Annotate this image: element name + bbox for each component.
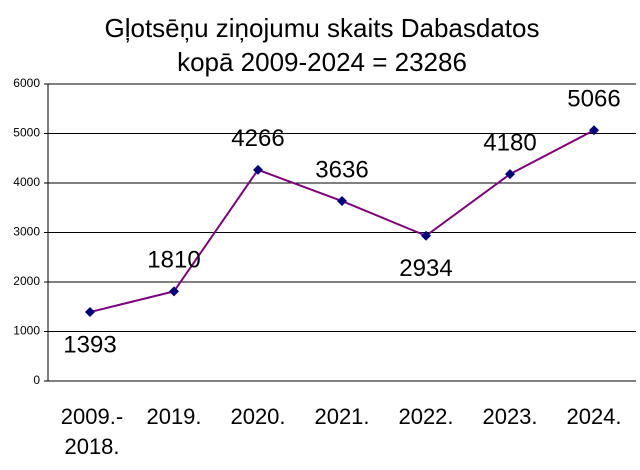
y-tick-label: 0	[33, 373, 40, 387]
marker	[421, 230, 431, 241]
data-label: 3636	[315, 156, 368, 183]
data-label: 1810	[147, 247, 200, 274]
data-label: 5066	[567, 86, 620, 113]
y-tick-label: 3000	[13, 225, 40, 239]
y-tick-label: 4000	[13, 175, 40, 189]
marker	[505, 169, 515, 180]
x-tick-label: 2022.	[398, 404, 454, 429]
marker	[169, 286, 179, 297]
x-tick-label: 2020.	[230, 404, 286, 429]
data-label: 1393	[63, 331, 116, 358]
data-label: 4180	[483, 129, 536, 156]
x-tick-label: 2023.	[482, 404, 538, 429]
y-tick-label: 6000	[13, 76, 40, 90]
chart-subtitle: kopā 2009-2024 = 23286	[177, 47, 467, 77]
y-tick-label: 2000	[13, 274, 40, 288]
marker	[589, 125, 599, 136]
chart-title: Gļotsēņu ziņojumu skaits Dabasdatos	[104, 13, 539, 43]
marker	[85, 307, 95, 318]
x-tick-label: 2009.- 2018.	[60, 404, 124, 459]
marker	[337, 196, 347, 207]
marker	[253, 164, 263, 175]
data-label: 4266	[231, 125, 284, 152]
x-tick-label: 2021.	[314, 404, 370, 429]
y-tick-label: 5000	[13, 126, 40, 140]
x-tick-label: 2024.	[566, 404, 622, 429]
y-tick-label: 1000	[13, 324, 40, 338]
x-tick-label: 2019.	[146, 404, 202, 429]
data-label: 2934	[399, 255, 452, 282]
